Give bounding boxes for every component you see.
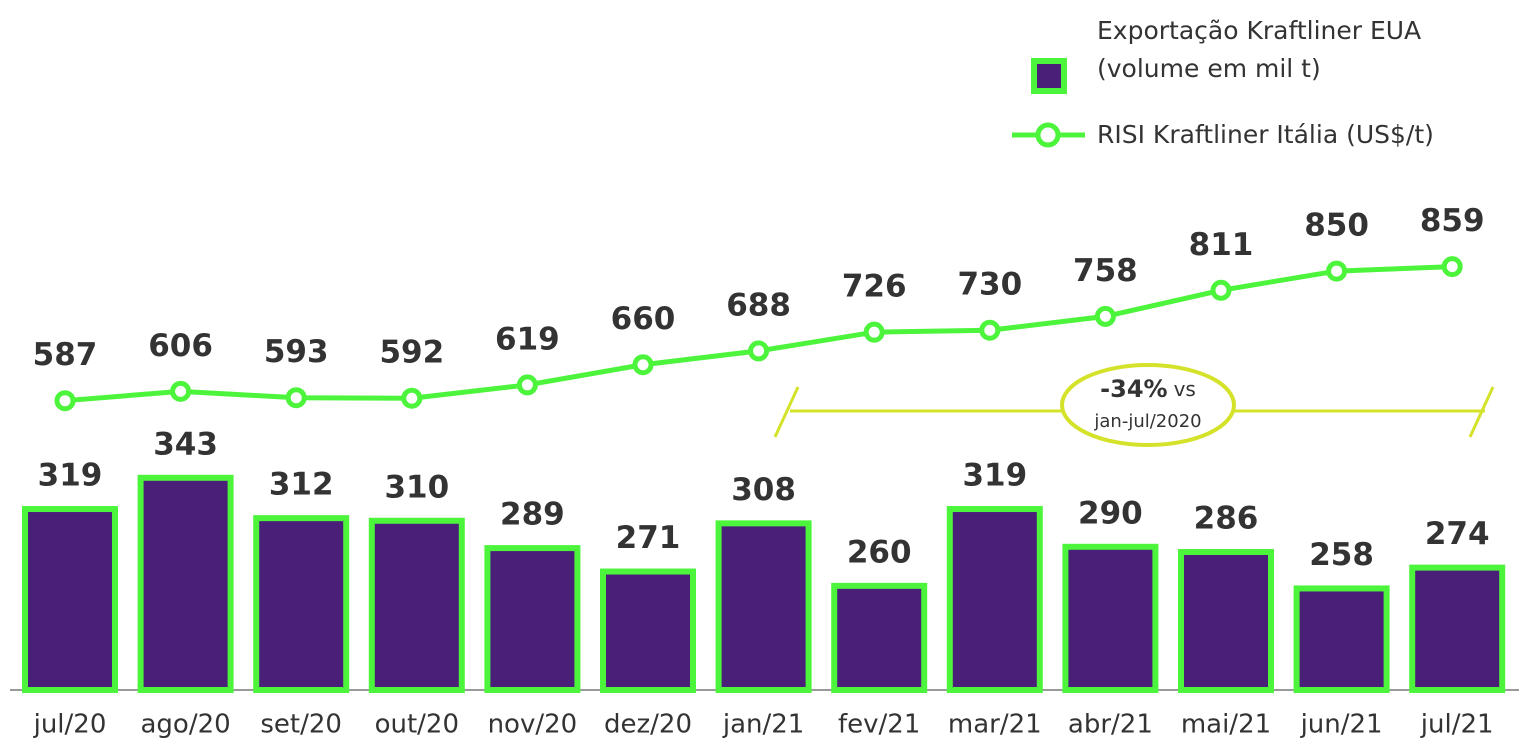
bar <box>600 568 696 694</box>
line-value-label: 730 <box>957 267 1022 303</box>
x-tick-label: set/20 <box>260 710 342 740</box>
bar-value-label: 319 <box>962 458 1027 494</box>
bar <box>22 506 118 694</box>
bar <box>831 582 928 693</box>
line-value-label: 688 <box>726 287 791 323</box>
legend-label: RISI Kraftliner Itália (US$/t) <box>1097 120 1434 149</box>
bar-value-label: 343 <box>153 426 218 462</box>
x-tick-label: dez/20 <box>604 710 692 740</box>
line-value-label: 592 <box>379 335 444 371</box>
line-point <box>54 390 76 412</box>
bar-value-label: 312 <box>269 467 334 503</box>
x-tick-label: mai/21 <box>1181 710 1271 740</box>
bar <box>1062 543 1159 694</box>
line-value-label: 726 <box>842 269 907 305</box>
bar-value-label: 271 <box>616 520 681 556</box>
bar-value-label: 258 <box>1309 537 1374 573</box>
annotation-period: jan-jul/2020 <box>1093 411 1201 432</box>
line-value-label: 619 <box>495 321 560 357</box>
line-point <box>170 380 192 402</box>
annotation-word: vs <box>1174 377 1196 401</box>
line-point <box>1326 260 1348 282</box>
line-value-label: 758 <box>1073 253 1138 289</box>
bar-value-label: 274 <box>1425 516 1490 552</box>
line-value-label: 811 <box>1189 227 1254 263</box>
bar-value-label: 286 <box>1194 501 1259 537</box>
bar <box>1178 549 1274 693</box>
bar <box>368 517 465 693</box>
bar <box>715 520 812 694</box>
bar <box>137 474 234 693</box>
annotation-text: -34% vs <box>1100 375 1196 403</box>
line-value-label: 859 <box>1420 203 1485 239</box>
x-tick-label: jun/21 <box>1300 710 1383 740</box>
annotation: -34% vs jan-jul/2020 <box>773 363 1495 447</box>
line-point <box>863 321 885 343</box>
annotation-ellipse <box>1060 363 1236 447</box>
x-tick-label: out/20 <box>375 710 459 740</box>
bar-value-label: 260 <box>847 534 912 570</box>
legend-marker <box>1031 58 1067 94</box>
bar-value-label: 308 <box>731 472 796 508</box>
line-value-label: 587 <box>33 337 98 373</box>
x-tick-label: ago/20 <box>141 710 231 740</box>
bar-value-label: 310 <box>384 469 449 505</box>
x-tick-label: mar/21 <box>948 710 1042 740</box>
line-point <box>1210 279 1232 301</box>
bar-value-label: 319 <box>38 458 103 494</box>
x-tick-label: jan/21 <box>722 710 804 740</box>
x-tick-label: abr/21 <box>1068 710 1153 740</box>
bar <box>946 506 1043 694</box>
x-tick-label: fev/21 <box>838 710 920 740</box>
line-point <box>516 374 538 396</box>
line-point <box>632 354 654 376</box>
bar-value-label: 289 <box>500 497 565 533</box>
line-value-label: 593 <box>264 334 329 370</box>
bar <box>1293 585 1390 693</box>
bar <box>253 515 350 693</box>
line-point <box>748 340 770 362</box>
x-tick-label: jul/20 <box>33 710 107 740</box>
x-tick-label: jul/21 <box>1420 710 1494 740</box>
legend-marker <box>1035 122 1061 148</box>
bar <box>484 545 581 694</box>
line-value-label: 850 <box>1304 208 1369 244</box>
line-point <box>285 387 307 409</box>
line-point <box>1094 305 1116 327</box>
legend-label: Exportação Kraftliner EUA (volume em mil… <box>1097 16 1422 83</box>
bar-value-label: 290 <box>1078 495 1143 531</box>
line-value-label: 606 <box>148 328 213 364</box>
annotation-change: -34% <box>1100 375 1167 403</box>
line-value-label: 660 <box>611 301 676 337</box>
line-point <box>979 319 1001 341</box>
line-point <box>401 387 423 409</box>
bar <box>1409 564 1506 693</box>
line-point <box>1441 256 1463 278</box>
x-tick-label: nov/20 <box>488 710 578 740</box>
